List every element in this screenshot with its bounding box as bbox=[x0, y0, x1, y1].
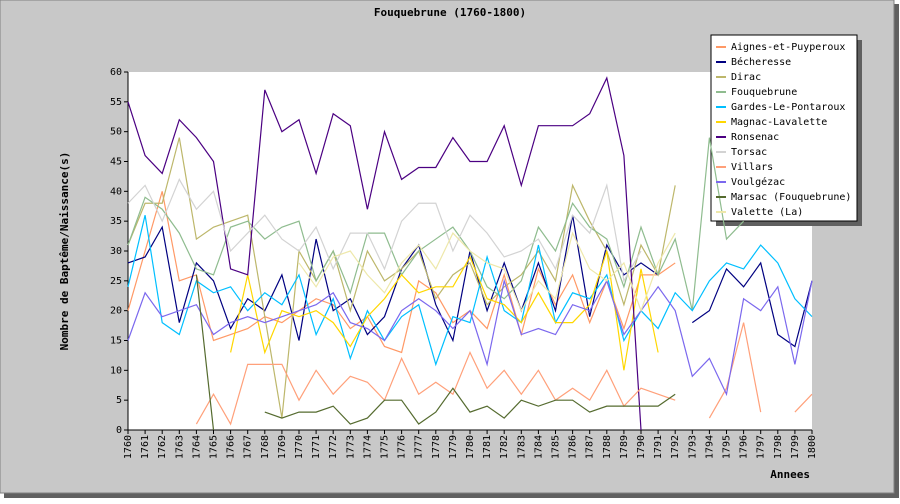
legend-label: Fouquebrune bbox=[731, 87, 797, 98]
y-tick-label: 15 bbox=[110, 336, 122, 347]
legend-label: Aignes-et-Puyperoux bbox=[731, 42, 845, 53]
y-tick-label: 45 bbox=[110, 157, 122, 168]
x-tick-label: 1771 bbox=[311, 435, 322, 459]
y-tick-label: 10 bbox=[110, 365, 122, 376]
x-tick-label: 1761 bbox=[140, 435, 151, 459]
x-tick-label: 1766 bbox=[226, 435, 237, 459]
x-tick-label: 1770 bbox=[294, 435, 305, 459]
legend-label: Ronsenac bbox=[731, 132, 779, 143]
y-tick-label: 60 bbox=[110, 67, 122, 78]
y-tick-label: 35 bbox=[110, 216, 122, 227]
x-tick-label: 1777 bbox=[414, 435, 425, 459]
x-tick-label: 1764 bbox=[191, 435, 202, 459]
legend-label: Valette (La) bbox=[731, 207, 803, 218]
legend-label: Marsac (Fouquebrune) bbox=[731, 192, 851, 203]
chart-title: Fouquebrune (1760-1800) bbox=[374, 6, 526, 19]
series-line bbox=[127, 76, 642, 431]
x-tick-label: 1788 bbox=[602, 435, 613, 459]
legend-label: Magnac-Lavalette bbox=[731, 117, 827, 128]
series-line bbox=[195, 274, 676, 431]
y-tick-label: 30 bbox=[110, 246, 122, 257]
x-tick-label: 1786 bbox=[568, 435, 579, 459]
x-axis-label: Annees bbox=[770, 468, 810, 481]
x-tick-label: 1783 bbox=[516, 435, 527, 459]
x-tick-label: 1794 bbox=[704, 435, 715, 459]
legend-label: Torsac bbox=[731, 147, 767, 158]
legend-label: Villars bbox=[731, 162, 773, 173]
x-tick-label: 1780 bbox=[465, 435, 476, 459]
x-tick-label: 1782 bbox=[499, 435, 510, 459]
x-tick-label: 1772 bbox=[328, 435, 339, 459]
y-axis-label: Nombre de Baptême/Naissance(s) bbox=[58, 152, 71, 351]
x-tick-label: 1791 bbox=[653, 435, 664, 459]
x-tick-label: 1792 bbox=[670, 435, 681, 459]
y-tick-label: 55 bbox=[110, 97, 122, 108]
x-tick-label: 1787 bbox=[585, 435, 596, 459]
series-line bbox=[127, 278, 813, 397]
x-tick-label: 1767 bbox=[243, 435, 254, 459]
x-tick-label: 1779 bbox=[448, 435, 459, 459]
y-tick-label: 40 bbox=[110, 186, 122, 197]
x-tick-label: 1762 bbox=[157, 435, 168, 459]
legend-label: Voulgézac bbox=[731, 176, 785, 188]
x-tick-label: 1769 bbox=[277, 435, 288, 459]
x-tick-label: 1785 bbox=[551, 435, 562, 459]
x-tick-label: 1763 bbox=[174, 435, 185, 459]
series-line bbox=[127, 137, 676, 419]
legend bbox=[710, 34, 858, 222]
x-tick-label: 1800 bbox=[807, 435, 818, 459]
y-tick-label: 5 bbox=[116, 395, 122, 406]
x-tick-label: 1778 bbox=[431, 435, 442, 459]
legend-label: Bécheresse bbox=[731, 56, 791, 68]
x-tick-label: 1795 bbox=[722, 435, 733, 459]
series-line bbox=[298, 231, 676, 313]
x-tick-label: 1773 bbox=[345, 435, 356, 459]
x-tick-label: 1790 bbox=[636, 435, 647, 459]
series-line bbox=[127, 215, 813, 348]
y-tick-label: 0 bbox=[116, 425, 122, 436]
x-tick-label: 1775 bbox=[380, 435, 391, 459]
legend-label: Gardes-Le-Pontaroux bbox=[731, 102, 845, 113]
legend-label: Dirac bbox=[731, 72, 761, 83]
series-line bbox=[127, 178, 642, 283]
y-tick-label: 50 bbox=[110, 127, 122, 138]
series-line bbox=[230, 250, 659, 371]
x-tick-label: 1793 bbox=[687, 435, 698, 459]
x-tick-label: 1760 bbox=[123, 435, 134, 459]
x-tick-label: 1798 bbox=[773, 435, 784, 459]
x-tick-label: 1799 bbox=[790, 435, 801, 459]
x-tick-label: 1774 bbox=[362, 435, 373, 459]
x-tick-label: 1789 bbox=[619, 435, 630, 459]
series-line bbox=[127, 191, 676, 354]
x-tick-label: 1796 bbox=[739, 435, 750, 459]
series-line bbox=[195, 322, 813, 426]
x-tick-label: 1781 bbox=[482, 435, 493, 459]
x-tick-label: 1784 bbox=[533, 435, 544, 459]
x-tick-label: 1797 bbox=[756, 435, 767, 459]
x-tick-label: 1776 bbox=[397, 435, 408, 459]
y-tick-label: 20 bbox=[110, 306, 122, 317]
x-tick-label: 1768 bbox=[260, 435, 271, 459]
x-tick-label: 1765 bbox=[209, 435, 220, 459]
y-tick-label: 25 bbox=[110, 276, 122, 287]
